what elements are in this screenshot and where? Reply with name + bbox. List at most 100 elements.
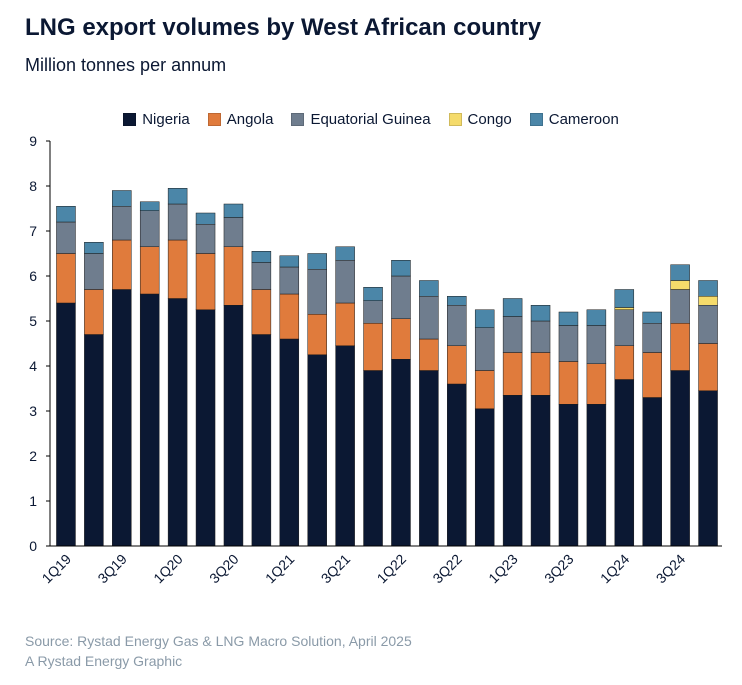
bar-segment-angola (56, 253, 76, 304)
bar-segment-equatorial-guinea (670, 289, 690, 324)
legend-item-cameroon: Cameroon (529, 111, 619, 128)
y-tick-label: 5 (29, 313, 37, 329)
bar-segment-cameroon (642, 311, 662, 324)
bar-segment-equatorial-guinea (84, 253, 104, 290)
bar-segment-nigeria (502, 395, 523, 547)
bar-segment-equatorial-guinea (419, 296, 439, 340)
bar-segment-nigeria (642, 397, 662, 547)
y-tick-label: 4 (29, 358, 37, 374)
legend-label-congo: Congo (467, 111, 512, 128)
bar-segment-equatorial-guinea (195, 224, 216, 254)
legend-swatch-congo (448, 113, 462, 126)
chart-legend: Nigeria Angola Equatorial Guinea Congo C… (0, 111, 742, 128)
bar-segment-cameroon (139, 201, 160, 211)
bar-segment-equatorial-guinea (391, 275, 411, 319)
bar-segment-equatorial-guinea (363, 300, 383, 324)
bar-segment-nigeria (195, 309, 216, 547)
bar-segment-nigeria (474, 408, 495, 547)
bar-segment-nigeria (112, 289, 132, 547)
legend-label-cameroon: Cameroon (548, 111, 619, 128)
bar-segment-angola (474, 370, 495, 409)
bar-segment-angola (195, 253, 216, 310)
x-tick-label: 3Q22 (429, 551, 465, 587)
legend-label-angola: Angola (226, 111, 274, 128)
y-tick-label: 6 (29, 268, 37, 284)
bar-segment-equatorial-guinea (251, 262, 272, 290)
bar-segment-cameroon (112, 190, 132, 207)
bar-segment-nigeria (698, 390, 718, 547)
bar-segment-angola (139, 246, 160, 295)
y-tick-label: 7 (29, 223, 37, 239)
bar-segment-cameroon (447, 296, 467, 306)
legend-swatch-equatorial-guinea (291, 113, 305, 126)
bar-segment-congo (670, 280, 690, 290)
bar-segment-angola (447, 345, 467, 385)
y-tick-label: 2 (29, 448, 37, 464)
bar-segment-angola (84, 289, 104, 335)
legend-label-equatorial-guinea: Equatorial Guinea (310, 111, 431, 128)
bar-segment-nigeria (279, 338, 300, 547)
bar-segment-equatorial-guinea (530, 320, 551, 353)
bar-segment-equatorial-guinea (335, 260, 355, 304)
y-tick-label: 8 (29, 178, 37, 194)
bar-segment-nigeria (447, 383, 467, 547)
bar-segment-cameroon (558, 311, 579, 326)
bar-segment-angola (558, 361, 579, 405)
bar-segment-equatorial-guinea (139, 210, 160, 247)
x-tick-label: 3Q20 (206, 551, 242, 587)
bar-segment-cameroon (698, 280, 718, 297)
legend-swatch-angola (207, 113, 221, 126)
x-tick-label: 1Q22 (374, 551, 410, 587)
bar-segment-equatorial-guinea (167, 203, 188, 241)
bar-segment-equatorial-guinea (642, 323, 662, 353)
bar-segment-angola (642, 352, 662, 398)
chart-title: LNG export volumes by West African count… (25, 14, 542, 41)
bar-segment-congo (614, 307, 635, 310)
bar-segment-cameroon (223, 203, 244, 218)
bar-segment-angola (698, 343, 718, 391)
bar-segment-equatorial-guinea (474, 327, 495, 371)
bar-segment-nigeria (167, 298, 188, 547)
bar-segment-nigeria (251, 334, 272, 547)
y-tick-label: 0 (29, 538, 37, 554)
bar-segment-cameroon (195, 212, 216, 225)
bar-segment-nigeria (223, 305, 244, 547)
bar-segment-equatorial-guinea (56, 221, 76, 254)
y-tick-label: 3 (29, 403, 37, 419)
x-tick-label: 3Q24 (653, 551, 689, 587)
bar-segment-equatorial-guinea (698, 305, 718, 344)
legend-item-congo: Congo (448, 111, 512, 128)
bar-segment-cameroon (502, 298, 523, 317)
bar-segment-nigeria (670, 370, 690, 547)
x-tick-label: 3Q23 (541, 551, 577, 587)
bar-segment-nigeria (614, 379, 635, 547)
bar-segment-cameroon (614, 289, 635, 308)
bar-segment-nigeria (558, 404, 579, 547)
legend-swatch-cameroon (529, 113, 543, 126)
bar-segment-cameroon (335, 246, 355, 261)
bar-segment-nigeria (391, 359, 411, 547)
bar-segment-cameroon (56, 206, 76, 223)
source-note: Source: Rystad Energy Gas & LNG Macro So… (25, 631, 412, 671)
legend-item-angola: Angola (207, 111, 274, 128)
x-tick-label: 3Q19 (94, 551, 130, 587)
chart-subtitle: Million tonnes per annum (25, 55, 227, 75)
bar-segment-cameroon (363, 287, 383, 301)
bar-segment-nigeria (84, 334, 104, 547)
bar-segment-cameroon (670, 264, 690, 281)
bar-segment-angola (391, 318, 411, 360)
bar-segment-cameroon (474, 309, 495, 328)
bar-segment-cameroon (307, 253, 327, 270)
bar-segment-angola (363, 323, 383, 371)
x-tick-label: 1Q21 (262, 551, 298, 587)
bar-segment-angola (502, 352, 523, 396)
bar-segment-nigeria (419, 370, 439, 547)
x-tick-label: 1Q24 (597, 551, 633, 587)
bar-segment-cameroon (279, 255, 300, 268)
bar-segment-equatorial-guinea (586, 325, 607, 364)
bar-segment-equatorial-guinea (112, 206, 132, 241)
stacked-bar-chart: 0 1 2 3 4 5 6 7 8 9 1Q19 3Q19 1Q20 3Q20 1Q21 3Q21 1Q22 3Q… (29, 133, 722, 587)
bar-segment-nigeria (56, 302, 76, 547)
legend-swatch-nigeria (123, 113, 137, 126)
bar-segment-equatorial-guinea (307, 269, 327, 315)
